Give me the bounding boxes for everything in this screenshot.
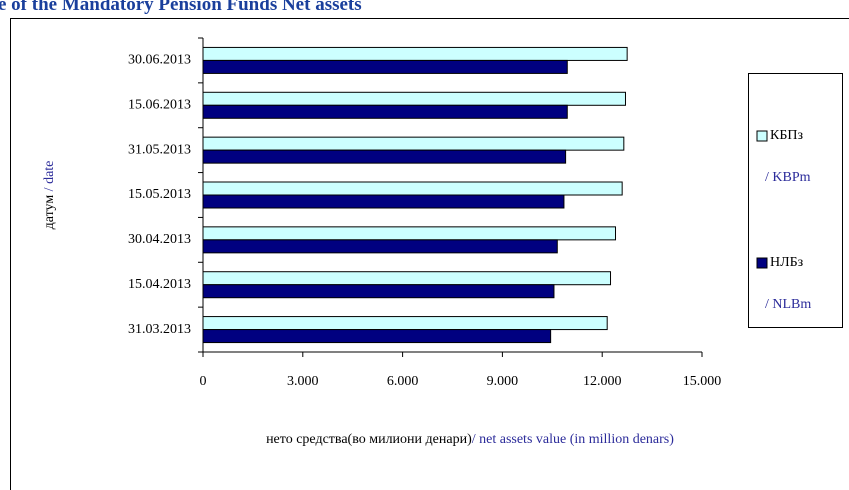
- bar: [202, 316, 608, 331]
- bar: [202, 329, 552, 344]
- y-tick-label: 31.03.2013: [128, 322, 191, 337]
- legend-label-en: / KBPm: [765, 170, 811, 185]
- bar: [202, 46, 628, 61]
- y-tick-label: 15.04.2013: [128, 277, 191, 292]
- x-axis-title: нето средства(во милиони денари)/ net as…: [266, 432, 674, 447]
- x-label-local: нето средства(во милиони денари): [266, 432, 472, 447]
- bar: [202, 136, 625, 151]
- x-tick-label: 12.000: [583, 374, 622, 389]
- x-label-en: / net assets value (in million denars): [472, 432, 675, 447]
- y-axis-title: датум / date: [42, 161, 57, 230]
- bar: [202, 226, 617, 241]
- x-tick-label: 3.000: [287, 374, 319, 389]
- legend-swatch: [756, 130, 768, 142]
- bar: [202, 239, 558, 254]
- y-label: датум / date: [42, 161, 57, 230]
- bar: [202, 59, 568, 74]
- y-tick-label: 30.04.2013: [128, 232, 191, 247]
- legend-label: НЛБз: [770, 255, 804, 270]
- bar: [202, 104, 568, 119]
- chart-frame: [10, 18, 849, 490]
- y-tick-label: 30.06.2013: [128, 53, 191, 68]
- bar: [202, 284, 555, 299]
- legend-box: [748, 73, 843, 328]
- x-tick-label: 0: [200, 374, 207, 389]
- x-tick-label: 15.000: [683, 374, 722, 389]
- chart-title: e of the Mandatory Pension Funds Net ass…: [0, 0, 362, 15]
- legend-swatch: [756, 257, 768, 269]
- bar: [202, 271, 612, 286]
- y-label-en: / date: [42, 161, 57, 192]
- y-tick-label: 31.05.2013: [128, 142, 191, 157]
- x-tick-label: 6.000: [387, 374, 419, 389]
- legend-label: КБПз: [770, 128, 803, 143]
- bar: [202, 149, 567, 164]
- bar: [202, 91, 626, 106]
- bar: [202, 181, 623, 196]
- y-tick-label: 15.06.2013: [128, 98, 191, 113]
- y-label-local: датум: [42, 195, 57, 230]
- x-tick-label: 9.000: [487, 374, 519, 389]
- bar: [202, 194, 565, 209]
- y-tick-label: 15.05.2013: [128, 187, 191, 202]
- legend-label-en: / NLBm: [765, 297, 811, 312]
